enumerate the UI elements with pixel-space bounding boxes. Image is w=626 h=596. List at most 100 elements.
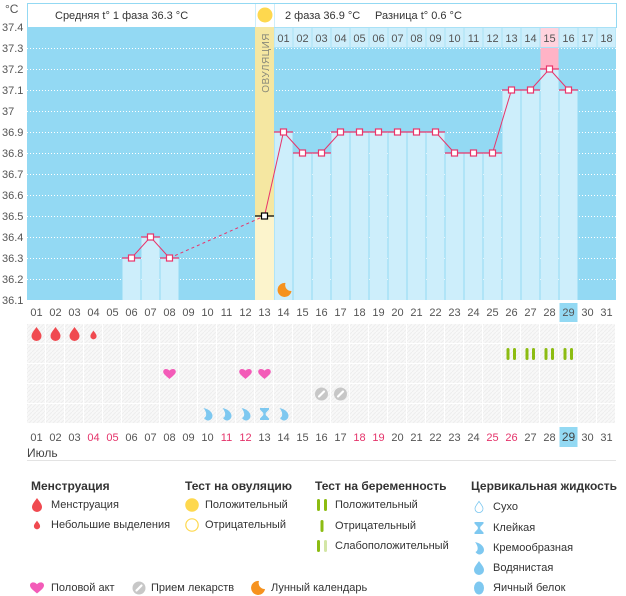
day-cell[interactable] — [559, 324, 577, 343]
day-cell[interactable] — [236, 324, 254, 343]
temperature-point[interactable] — [165, 254, 174, 262]
temperature-point[interactable] — [393, 128, 402, 136]
day-cell[interactable] — [407, 344, 425, 363]
day-cell[interactable] — [103, 384, 121, 403]
day-cell[interactable] — [27, 344, 45, 363]
temperature-point[interactable] — [260, 212, 269, 220]
day-cell[interactable] — [521, 364, 539, 383]
day-cell[interactable] — [160, 324, 178, 343]
day-cell[interactable] — [407, 324, 425, 343]
day-cell[interactable] — [388, 364, 406, 383]
day-cell[interactable] — [483, 364, 501, 383]
temperature-point[interactable] — [127, 254, 136, 262]
day-cell[interactable] — [122, 384, 140, 403]
day-cell[interactable] — [483, 384, 501, 403]
day-cell[interactable] — [521, 384, 539, 403]
day-cell[interactable] — [293, 324, 311, 343]
day-cell[interactable] — [141, 364, 159, 383]
day-cell[interactable] — [179, 344, 197, 363]
day-cell[interactable] — [312, 344, 330, 363]
day-cell[interactable] — [407, 384, 425, 403]
day-cell[interactable] — [350, 384, 368, 403]
day-cell[interactable] — [103, 404, 121, 423]
day-cell[interactable] — [217, 384, 235, 403]
day-cell[interactable] — [388, 344, 406, 363]
day-cell[interactable] — [141, 384, 159, 403]
day-cell[interactable] — [369, 384, 387, 403]
day-cell[interactable] — [540, 384, 558, 403]
day-cell[interactable] — [274, 324, 292, 343]
day-cell[interactable] — [388, 324, 406, 343]
day-cell[interactable] — [331, 324, 349, 343]
day-cell[interactable] — [122, 404, 140, 423]
day-cell[interactable] — [426, 404, 444, 423]
day-cell[interactable] — [331, 364, 349, 383]
day-cell[interactable] — [65, 344, 83, 363]
day-cell[interactable] — [426, 364, 444, 383]
day-cell[interactable] — [141, 404, 159, 423]
day-cell[interactable] — [483, 324, 501, 343]
day-cell[interactable] — [369, 344, 387, 363]
temperature-point[interactable] — [355, 128, 364, 136]
day-cell[interactable] — [502, 404, 520, 423]
day-cell[interactable] — [369, 364, 387, 383]
temperature-point[interactable] — [545, 65, 554, 73]
day-cell[interactable] — [217, 344, 235, 363]
day-cell[interactable] — [84, 404, 102, 423]
temperature-point[interactable] — [298, 149, 307, 157]
day-cell[interactable] — [255, 384, 273, 403]
day-cell[interactable] — [521, 344, 539, 363]
day-cell[interactable] — [160, 384, 178, 403]
day-cell[interactable] — [46, 344, 64, 363]
temperature-point[interactable] — [450, 149, 459, 157]
day-cell[interactable] — [350, 404, 368, 423]
day-cell[interactable] — [255, 344, 273, 363]
day-cell[interactable] — [84, 344, 102, 363]
day-cell[interactable] — [217, 324, 235, 343]
day-cell[interactable] — [293, 404, 311, 423]
day-cell[interactable] — [597, 384, 615, 403]
day-cell[interactable] — [445, 384, 463, 403]
day-cell[interactable] — [293, 364, 311, 383]
day-cell[interactable] — [179, 384, 197, 403]
day-cell[interactable] — [198, 344, 216, 363]
temperature-point[interactable] — [279, 128, 288, 136]
day-cell[interactable] — [179, 324, 197, 343]
day-cell[interactable] — [597, 404, 615, 423]
day-cell[interactable] — [502, 364, 520, 383]
day-cell[interactable] — [407, 404, 425, 423]
day-cell[interactable] — [236, 344, 254, 363]
day-cell[interactable] — [65, 404, 83, 423]
day-cell[interactable] — [27, 404, 45, 423]
temperature-point[interactable] — [336, 128, 345, 136]
day-cell[interactable] — [312, 404, 330, 423]
day-cell[interactable] — [464, 364, 482, 383]
day-cell[interactable] — [331, 404, 349, 423]
day-cell[interactable] — [369, 404, 387, 423]
day-cell[interactable] — [540, 404, 558, 423]
day-cell[interactable] — [122, 324, 140, 343]
day-cell[interactable] — [445, 364, 463, 383]
day-cell[interactable] — [198, 364, 216, 383]
day-cell[interactable] — [483, 344, 501, 363]
temperature-point[interactable] — [526, 86, 535, 94]
day-cell[interactable] — [179, 404, 197, 423]
day-cell[interactable] — [65, 364, 83, 383]
day-cell[interactable] — [141, 324, 159, 343]
day-cell[interactable] — [559, 404, 577, 423]
day-cell[interactable] — [312, 364, 330, 383]
day-cell[interactable] — [502, 384, 520, 403]
day-cell[interactable] — [464, 384, 482, 403]
day-cell[interactable] — [369, 324, 387, 343]
day-cell[interactable] — [179, 364, 197, 383]
day-cell[interactable] — [578, 384, 596, 403]
day-cell[interactable] — [521, 324, 539, 343]
day-cell[interactable] — [141, 344, 159, 363]
day-cell[interactable] — [464, 344, 482, 363]
day-cell[interactable] — [559, 344, 577, 363]
temperature-point[interactable] — [317, 149, 326, 157]
day-cell[interactable] — [578, 364, 596, 383]
day-cell[interactable] — [426, 324, 444, 343]
day-cell[interactable] — [407, 364, 425, 383]
day-cell[interactable] — [540, 324, 558, 343]
